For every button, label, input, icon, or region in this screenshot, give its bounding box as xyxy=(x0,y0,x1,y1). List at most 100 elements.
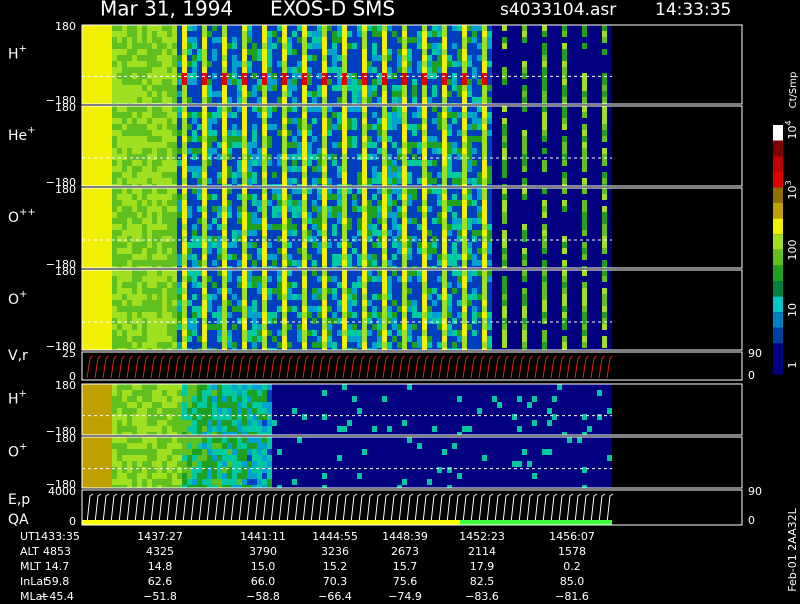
spectrogram-cell xyxy=(247,97,252,103)
spectrogram-cell xyxy=(352,242,357,248)
spectrogram-cell xyxy=(262,248,267,254)
spectrogram-cell xyxy=(452,230,457,236)
spectrogram-cell xyxy=(402,178,407,184)
spectrogram-cell xyxy=(582,136,587,142)
spectrogram-cell xyxy=(377,224,382,230)
spectrogram-cell xyxy=(287,166,292,172)
spectrogram-cell xyxy=(272,49,277,55)
spectrogram-cell xyxy=(152,318,157,324)
spectrogram-cell xyxy=(122,148,127,154)
spectrogram-cell xyxy=(92,402,97,408)
spectrogram-cell xyxy=(287,85,292,91)
spectrogram-cell xyxy=(177,188,182,194)
spectrogram-cell xyxy=(372,97,377,103)
spectrogram-cell xyxy=(282,160,287,166)
spectrogram-cell xyxy=(352,118,357,124)
spectrogram-cell xyxy=(437,172,442,178)
spectrogram-cell xyxy=(292,300,297,306)
spectrogram-cell xyxy=(342,306,347,312)
spectrogram-cell xyxy=(142,218,147,224)
spectrogram-cell xyxy=(397,166,402,172)
spectrogram-cell xyxy=(142,91,147,97)
spectrogram-cell xyxy=(87,67,92,73)
spectrogram-cell xyxy=(132,160,137,166)
spectrogram-cell xyxy=(312,206,317,212)
spectrogram-cell xyxy=(317,300,322,306)
spectrogram-cell xyxy=(522,276,527,282)
spectrogram-cell xyxy=(522,188,527,194)
spectrogram-cell xyxy=(442,300,447,306)
spectrogram-cell xyxy=(352,67,357,73)
spectrogram-cell xyxy=(197,31,202,37)
spectrogram-cell xyxy=(372,136,377,142)
spectrogram-cell xyxy=(102,224,107,230)
spectrogram-cell xyxy=(312,79,317,85)
spectrogram-cell xyxy=(437,294,442,300)
spectrogram-cell xyxy=(487,260,492,266)
spectrogram-cell xyxy=(247,254,252,260)
spectrogram-cell xyxy=(327,97,332,103)
spectrogram-cell xyxy=(402,276,407,282)
spectrogram-cell xyxy=(267,324,272,330)
panel-label-text: V,r xyxy=(8,348,28,364)
spectrogram-cell xyxy=(122,166,127,172)
spectrogram-cell xyxy=(182,306,187,312)
spectrogram-cell xyxy=(92,178,97,184)
spectrogram-cell xyxy=(202,106,207,112)
spectrogram-cell xyxy=(102,288,107,294)
spectrogram-cell xyxy=(387,25,392,31)
spectrogram-cell xyxy=(192,248,197,254)
spectrogram-cell xyxy=(187,300,192,306)
spectrogram-cell xyxy=(477,43,482,49)
spectrogram-cell xyxy=(167,218,172,224)
spectrogram-cell xyxy=(107,160,112,166)
spectrogram-cell xyxy=(97,148,102,154)
spectrogram-cell xyxy=(112,31,117,37)
spectrogram-cell xyxy=(327,25,332,31)
spectrogram-cell xyxy=(477,288,482,294)
spectrogram-cell xyxy=(447,67,452,73)
spectrogram-cell xyxy=(372,336,377,342)
spectrogram-cell xyxy=(367,336,372,342)
spectrogram-cell xyxy=(542,336,547,342)
spectrogram-cell xyxy=(457,212,462,218)
spectrogram-cell xyxy=(487,124,492,130)
spectrogram-cell xyxy=(247,154,252,160)
spectrogram-cell xyxy=(302,166,307,172)
spectrogram-cell xyxy=(132,61,137,67)
spectrogram-cell xyxy=(317,148,322,154)
spectrogram-cell xyxy=(152,178,157,184)
spectrogram-cell xyxy=(377,330,382,336)
spectrogram-cell xyxy=(242,142,247,148)
spectrogram-cell xyxy=(382,248,387,254)
spectrogram-cell xyxy=(172,124,177,130)
spectrogram-cell xyxy=(347,230,352,236)
spectrogram-cell xyxy=(447,124,452,130)
spectrogram-cell xyxy=(432,97,437,103)
spectrogram-cell xyxy=(222,248,227,254)
spectrogram-cell xyxy=(327,136,332,142)
spectrogram-cell xyxy=(92,67,97,73)
spectrogram-cell xyxy=(167,306,172,312)
spectrogram-cell xyxy=(152,224,157,230)
spectrogram-cell xyxy=(307,160,312,166)
spectrogram-cell xyxy=(307,306,312,312)
spectrogram-cell xyxy=(157,188,162,194)
spectrogram-cell xyxy=(222,318,227,324)
spectrogram-cell xyxy=(602,188,607,194)
spectrogram-cell xyxy=(467,336,472,342)
spectrogram-cell xyxy=(142,206,147,212)
spectrogram-cell xyxy=(397,25,402,31)
spectrogram-cell xyxy=(137,178,142,184)
spectrogram-cell xyxy=(122,426,127,432)
spectrogram-cell xyxy=(582,79,587,85)
spectrogram-cell xyxy=(207,112,212,118)
axis-top: 180 xyxy=(55,183,76,196)
spectrogram-cell xyxy=(417,43,422,49)
spectrogram-cell xyxy=(127,118,132,124)
spectrogram-cell xyxy=(107,414,112,420)
spectrogram-cell xyxy=(237,194,242,200)
spectrogram-cell xyxy=(357,230,362,236)
spectrogram-cell xyxy=(167,318,172,324)
spectrogram-cell xyxy=(107,236,112,242)
